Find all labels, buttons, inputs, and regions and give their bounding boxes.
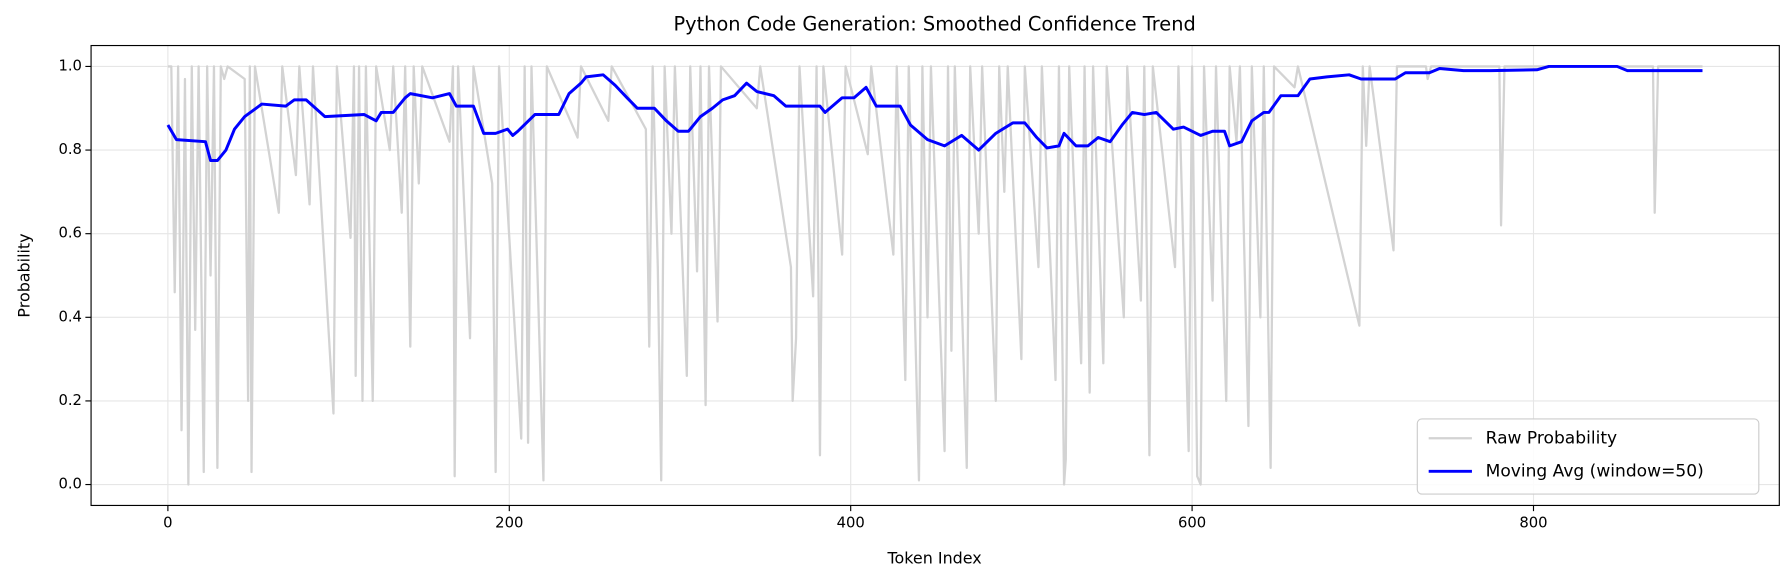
data-line <box>166 64 1703 162</box>
y-tick-label: 1.0 <box>58 57 82 74</box>
legend-label: Raw Probability <box>1486 428 1618 448</box>
y-tick-label: 0.8 <box>58 141 82 158</box>
y-tick-label: 0.2 <box>58 392 82 409</box>
legend-box <box>1416 418 1760 495</box>
x-tick-label: 400 <box>837 515 865 532</box>
y-tick-label: 0.6 <box>58 225 82 242</box>
y-axis-label: Probability <box>15 233 34 317</box>
x-axis-label: Token Index <box>887 548 982 567</box>
x-tick-label: 800 <box>1519 515 1547 532</box>
x-tick-label: 0 <box>163 515 172 532</box>
legend-label: Moving Avg (window=50) <box>1486 461 1704 481</box>
chart-title: Python Code Generation: Smoothed Confide… <box>673 13 1195 36</box>
legend: Raw Probability Moving Avg (window=50) <box>1416 418 1760 495</box>
y-tick-label: 0.0 <box>58 476 82 493</box>
data-line <box>167 65 1703 486</box>
x-tick-label: 200 <box>495 515 523 532</box>
x-tick-label: 600 <box>1178 515 1206 532</box>
y-tick-label: 0.4 <box>58 308 82 325</box>
plot-frame <box>90 44 1780 507</box>
